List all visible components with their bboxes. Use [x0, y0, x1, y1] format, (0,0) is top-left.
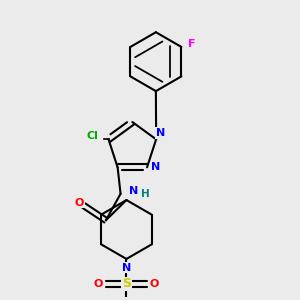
Text: N: N — [122, 263, 131, 273]
Text: N: N — [156, 128, 165, 138]
Text: H: H — [141, 189, 149, 199]
Text: N: N — [129, 186, 138, 196]
Text: F: F — [188, 39, 195, 49]
Text: O: O — [150, 279, 159, 289]
Text: Cl: Cl — [86, 131, 98, 141]
Text: N: N — [151, 162, 160, 172]
Text: O: O — [94, 279, 103, 289]
Text: O: O — [75, 198, 84, 208]
Text: S: S — [122, 278, 131, 290]
